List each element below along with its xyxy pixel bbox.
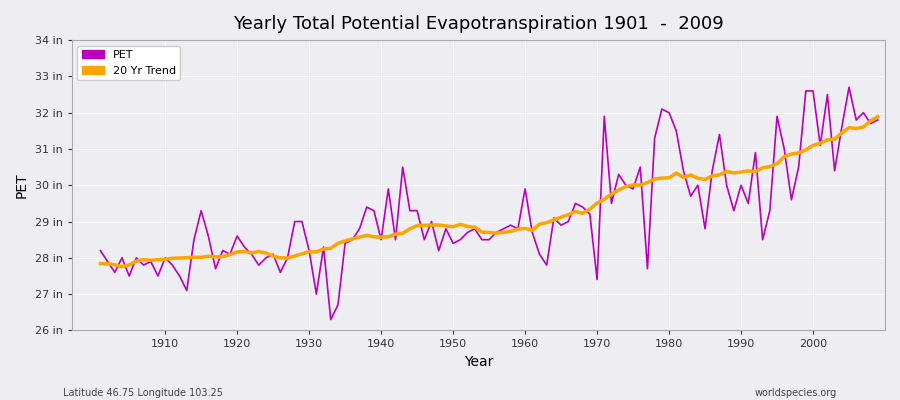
Text: Latitude 46.75 Longitude 103.25: Latitude 46.75 Longitude 103.25	[63, 388, 223, 398]
X-axis label: Year: Year	[464, 355, 493, 369]
Title: Yearly Total Potential Evapotranspiration 1901  -  2009: Yearly Total Potential Evapotranspiratio…	[233, 15, 724, 33]
Legend: PET, 20 Yr Trend: PET, 20 Yr Trend	[77, 46, 180, 80]
Y-axis label: PET: PET	[15, 172, 29, 198]
Text: worldspecies.org: worldspecies.org	[755, 388, 837, 398]
